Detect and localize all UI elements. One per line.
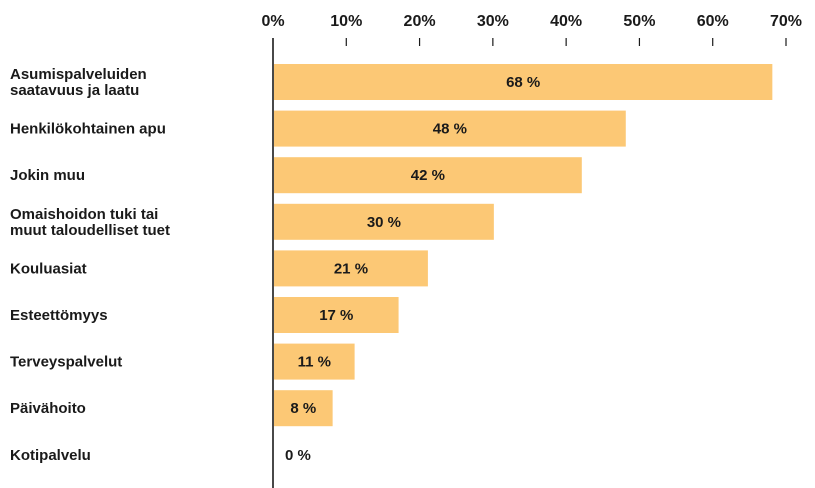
x-tick-label: 60% <box>697 13 729 30</box>
category-label: Kouluasiat <box>10 260 87 277</box>
data-label: 42 % <box>411 167 445 184</box>
x-tick-label: 10% <box>330 13 362 30</box>
category-label: Esteettömyys <box>10 307 108 324</box>
bar <box>274 110 626 147</box>
bar <box>274 297 399 333</box>
data-label: 11 % <box>298 354 331 371</box>
data-label: 21 % <box>334 260 368 277</box>
category-label: Henkilökohtainen apu <box>10 121 166 138</box>
category-label: Asumispalveluiden <box>10 66 147 83</box>
category-label: muut taloudelliset tuet <box>10 222 170 239</box>
data-label: 30 % <box>367 214 401 231</box>
data-label: 68 % <box>506 74 540 91</box>
x-tick-label: 0% <box>261 13 284 30</box>
bar <box>274 203 494 240</box>
bar <box>274 390 333 427</box>
bar <box>274 250 428 287</box>
bar <box>274 64 773 100</box>
x-tick-label: 20% <box>404 13 436 30</box>
data-label: 48 % <box>433 121 467 138</box>
category-label: Jokin muu <box>10 167 85 184</box>
category-label: Päivähoito <box>10 400 86 417</box>
category-label: Kotipalvelu <box>10 447 91 464</box>
x-tick-label: 50% <box>623 13 655 30</box>
category-label: Terveyspalvelut <box>10 354 122 371</box>
category-label: Omaishoidon tuki tai <box>10 206 158 223</box>
data-label: 17 % <box>319 307 353 324</box>
bar <box>274 157 582 194</box>
x-tick-label: 40% <box>550 13 582 30</box>
x-tick-label: 70% <box>770 13 802 30</box>
x-tick-label: 30% <box>477 13 509 30</box>
data-label: 8 % <box>290 400 316 417</box>
data-label: 0 % <box>285 447 311 464</box>
bar <box>274 343 355 380</box>
category-label: saatavuus ja laatu <box>10 82 139 99</box>
